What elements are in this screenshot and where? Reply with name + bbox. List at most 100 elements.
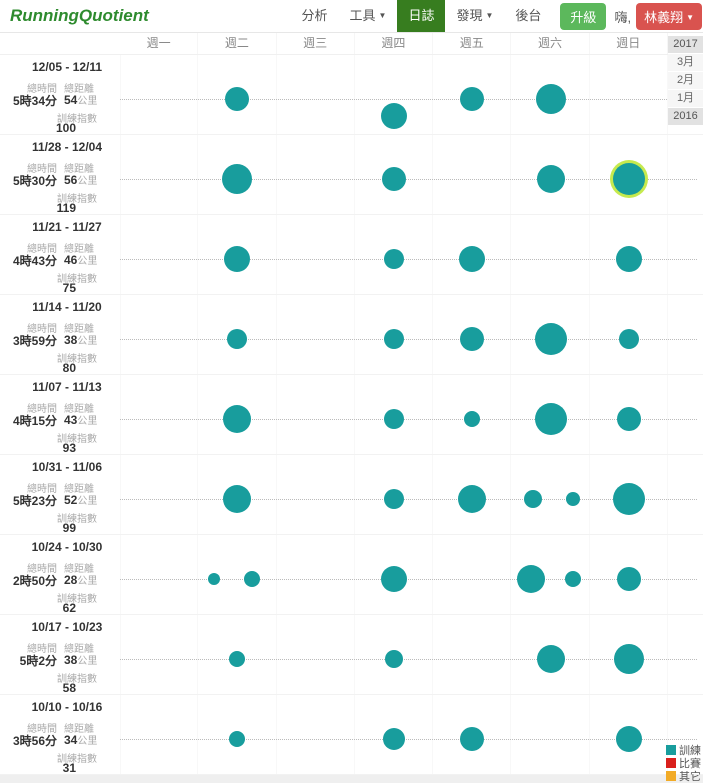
workout-bubble[interactable]	[385, 650, 403, 668]
race-swatch-icon	[666, 758, 676, 768]
legend-label: 其它	[679, 768, 701, 784]
day-cell[interactable]	[277, 215, 355, 294]
nav-item-backend[interactable]: 後台	[504, 0, 552, 32]
day-cell[interactable]	[511, 215, 589, 294]
week-baseline	[120, 339, 697, 340]
workout-bubble[interactable]	[614, 644, 644, 674]
training-index-value: 75	[0, 281, 76, 295]
day-cell[interactable]	[433, 615, 511, 694]
total-time-value: 4時43分	[0, 252, 57, 269]
nav-item-label: 發現	[456, 8, 482, 23]
workout-bubble[interactable]	[535, 403, 567, 435]
day-cell[interactable]	[120, 295, 198, 374]
week-baseline	[120, 579, 697, 580]
workout-bubble[interactable]	[384, 249, 404, 269]
weekday-header-wed: 週三	[277, 33, 355, 54]
total-distance-value: 38公里	[64, 652, 97, 667]
month-nav-march[interactable]: 3月	[668, 54, 703, 71]
day-cell[interactable]	[277, 455, 355, 534]
week-date-range: 10/31 - 11/06	[14, 460, 120, 474]
user-menu-button[interactable]: 林義翔▼	[636, 3, 702, 30]
week-date-range: 11/07 - 11/13	[14, 380, 120, 394]
workout-bubble[interactable]	[524, 490, 542, 508]
week-baseline	[120, 659, 697, 660]
total-time-value: 3時56分	[0, 732, 57, 749]
workout-bubble[interactable]	[616, 726, 642, 752]
workout-bubble[interactable]	[384, 489, 404, 509]
day-cell[interactable]	[277, 135, 355, 214]
day-cell[interactable]	[433, 135, 511, 214]
workout-bubble[interactable]	[537, 645, 565, 673]
distance-unit: 公里	[77, 416, 97, 427]
year-nav-2017[interactable]: 2017	[668, 36, 703, 53]
total-distance-value: 38公里	[64, 332, 97, 347]
distance-unit: 公里	[77, 96, 97, 107]
day-cell[interactable]	[433, 535, 511, 614]
distance-unit: 公里	[77, 336, 97, 347]
day-cell[interactable]	[120, 135, 198, 214]
workout-bubble[interactable]	[617, 407, 641, 431]
workout-bubble[interactable]	[613, 483, 645, 515]
day-cell[interactable]	[277, 615, 355, 694]
distance-unit: 公里	[77, 256, 97, 267]
week-baseline	[120, 419, 697, 420]
week-date-range: 12/05 - 12/11	[14, 60, 120, 74]
workout-bubble[interactable]	[536, 84, 566, 114]
day-cell[interactable]	[590, 55, 668, 134]
nav-item-discover[interactable]: 發現▼	[445, 0, 504, 32]
workout-bubble[interactable]	[383, 728, 405, 750]
weekday-header-sat: 週六	[511, 33, 589, 54]
week-baseline	[120, 259, 697, 260]
day-cell[interactable]	[120, 535, 198, 614]
workout-bubble[interactable]	[566, 492, 580, 506]
total-time-value: 5時2分	[0, 652, 57, 669]
week-date-range: 11/14 - 11/20	[14, 300, 120, 314]
logo[interactable]: RunningQuotient	[0, 0, 149, 32]
day-cell[interactable]	[120, 55, 198, 134]
total-distance-value: 34公里	[64, 732, 97, 747]
day-cell[interactable]	[277, 295, 355, 374]
training-index-value: 119	[0, 201, 76, 215]
workout-bubble[interactable]	[381, 566, 407, 592]
workout-bubble[interactable]	[537, 165, 565, 193]
day-cell[interactable]	[120, 615, 198, 694]
day-cell[interactable]	[277, 695, 355, 774]
day-cell[interactable]	[120, 375, 198, 454]
workout-bubble[interactable]	[617, 567, 641, 591]
workout-bubble[interactable]	[382, 167, 406, 191]
day-cell[interactable]	[277, 55, 355, 134]
upgrade-button[interactable]: 升級	[560, 3, 606, 30]
workout-bubble[interactable]	[616, 246, 642, 272]
day-cell[interactable]	[511, 695, 589, 774]
workout-bubble[interactable]	[517, 565, 545, 593]
workout-bubble[interactable]	[619, 329, 639, 349]
workout-bubble[interactable]	[535, 323, 567, 355]
training-log-calendar: 週一 週二 週三 週四 週五 週六 週日 2017 3月 2月 1月 2016 …	[0, 33, 703, 775]
day-cell[interactable]	[120, 695, 198, 774]
day-cell[interactable]	[120, 215, 198, 294]
workout-bubble[interactable]	[565, 571, 581, 587]
workout-bubble[interactable]	[384, 409, 404, 429]
nav-item-tools[interactable]: 工具▼	[339, 0, 398, 32]
training-index-value: 100	[0, 121, 76, 135]
workout-bubble[interactable]	[613, 163, 645, 195]
workout-bubble[interactable]	[381, 103, 407, 129]
nav-item-analysis[interactable]: 分析	[291, 0, 339, 32]
month-nav-january[interactable]: 1月	[668, 90, 703, 107]
workout-bubble[interactable]	[384, 329, 404, 349]
chevron-down-icon: ▼	[379, 11, 387, 20]
month-nav-february[interactable]: 2月	[668, 72, 703, 89]
total-distance-value: 28公里	[64, 572, 97, 587]
week-date-range: 11/21 - 11/27	[14, 220, 120, 234]
nav-item-log[interactable]: 日誌	[397, 0, 445, 32]
day-cell[interactable]	[277, 535, 355, 614]
day-cell[interactable]	[277, 375, 355, 454]
training-index-value: 93	[0, 441, 76, 455]
day-cell[interactable]	[120, 455, 198, 534]
year-nav-2016[interactable]: 2016	[668, 108, 703, 125]
